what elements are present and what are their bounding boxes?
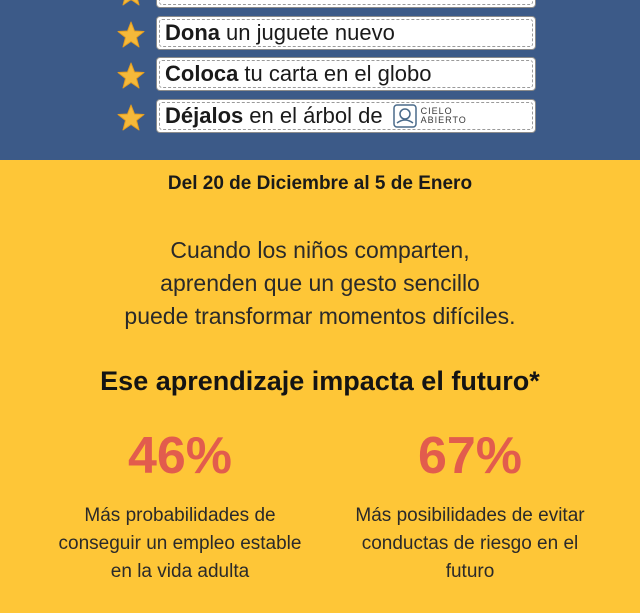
message: Cuando los niños comparten, aprenden que… xyxy=(0,234,640,333)
message-line-2: aprenden que un gesto sencillo xyxy=(160,270,480,296)
stat-desc-line-3: en la vida adulta xyxy=(110,561,250,582)
message-line-1: Cuando los niños comparten, xyxy=(170,237,470,263)
step-pill: Dona un juguete nuevo xyxy=(156,16,536,50)
star-icon xyxy=(117,104,145,131)
stat-desc-line-1: Más posibilidades de evitar xyxy=(355,505,585,526)
logo-mark-icon xyxy=(392,104,417,128)
stat-desc-line-1: Más probabilidades de xyxy=(84,505,276,526)
star-icon xyxy=(117,62,145,89)
headline: Ese aprendizaje impacta el futuro* xyxy=(100,366,540,396)
stat-percent: 46% xyxy=(127,427,233,485)
star-icon xyxy=(122,0,140,6)
step-pill: Déjalos en el árbol de CIELO ABIERTO xyxy=(156,99,536,133)
step-bold: Déjalos xyxy=(165,103,244,128)
step-1 xyxy=(116,0,540,8)
step-pill: Coloca tu carta en el globo xyxy=(156,57,536,91)
date-range: Del 20 de Diciembre al 5 de Enero xyxy=(167,173,473,194)
stat-desc-line-3: futuro xyxy=(445,561,495,582)
logo-line-2: ABIERTO xyxy=(420,115,467,125)
message-line-3: puede transformar momentos difíciles. xyxy=(124,303,516,329)
step-bold: Dona xyxy=(165,20,220,45)
stat-description: Más posibilidades de evitar conductas de… xyxy=(320,502,620,586)
logo-line-1: CIELO xyxy=(420,106,453,116)
step-text: en el árbol de xyxy=(249,103,383,128)
step-pill xyxy=(156,0,536,8)
stat-risk: 67% Más posibilidades de evitar conducta… xyxy=(320,424,620,586)
step-bold: Coloca xyxy=(165,61,239,86)
stat-description: Más probabilidades de conseguir un emple… xyxy=(30,502,330,586)
cielo-abierto-logo: CIELO ABIERTO xyxy=(392,102,467,130)
stat-desc-line-2: conductas de riesgo en el xyxy=(361,533,579,554)
step-text: un juguete nuevo xyxy=(226,20,395,45)
top-band: Dona un juguete nuevo Coloca tu carta en… xyxy=(0,0,640,160)
stat-percent: 67% xyxy=(417,427,523,485)
star-icon xyxy=(117,21,145,48)
step-text: tu carta en el globo xyxy=(244,61,432,86)
stat-desc-line-2: conseguir un empleo estable xyxy=(58,533,302,554)
step-2: Dona un juguete nuevo xyxy=(116,16,540,50)
step-3: Coloca tu carta en el globo xyxy=(116,57,540,91)
step-4: Déjalos en el árbol de CIELO ABIERTO xyxy=(116,99,540,133)
stat-employment: 46% Más probabilidades de conseguir un e… xyxy=(30,424,330,586)
